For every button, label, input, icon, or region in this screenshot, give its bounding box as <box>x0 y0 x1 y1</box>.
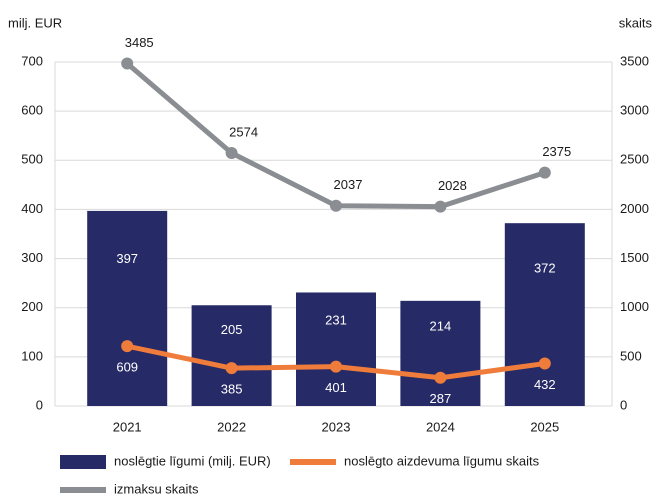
x-tick-label: 2024 <box>426 419 455 434</box>
x-tick-label: 2022 <box>217 419 246 434</box>
line-value-label: 287 <box>430 391 452 406</box>
y2-tick-label: 1500 <box>620 250 649 265</box>
y2-axis-label: skaits <box>619 15 653 30</box>
y-tick-label: 0 <box>36 397 43 412</box>
y2-tick-label: 500 <box>620 348 642 363</box>
y-tick-label: 700 <box>21 53 43 68</box>
line-point <box>434 200 447 213</box>
bar <box>296 292 376 406</box>
x-tick-label: 2025 <box>530 419 559 434</box>
line-point <box>330 199 342 212</box>
line-point <box>121 57 134 70</box>
bar-value-label: 205 <box>221 322 243 337</box>
bar <box>504 223 585 406</box>
bar-value-label: 214 <box>430 319 452 334</box>
bar-value-label: 397 <box>116 251 138 266</box>
line-point <box>121 340 134 353</box>
line-value-label: 385 <box>221 382 243 397</box>
line-point <box>538 166 551 179</box>
line-value-label: 2037 <box>334 177 363 192</box>
line-value-label: 401 <box>325 380 347 395</box>
y2-tick-label: 3000 <box>620 103 649 118</box>
bar-value-label: 372 <box>534 260 556 275</box>
y2-tick-label: 2000 <box>620 201 649 216</box>
y-axis-label: milj. EUR <box>8 15 62 30</box>
line-value-label: 2028 <box>438 178 467 193</box>
x-tick-label: 2023 <box>322 419 351 434</box>
line-point <box>225 147 238 160</box>
y-tick-label: 400 <box>21 201 43 216</box>
y-tick-label: 600 <box>21 103 43 118</box>
bar <box>87 210 168 406</box>
legend-label: noslēgtie līgumi (milj. EUR) <box>114 453 271 468</box>
y2-tick-label: 3500 <box>620 53 649 68</box>
legend-swatch <box>60 455 106 469</box>
legend-label: izmaksu skaits <box>114 481 199 496</box>
bar <box>191 305 272 406</box>
y-tick-label: 500 <box>21 152 43 167</box>
y2-tick-label: 2500 <box>620 152 649 167</box>
line-value-label: 609 <box>116 360 138 375</box>
y-tick-label: 200 <box>21 299 43 314</box>
y2-tick-label: 0 <box>620 397 627 412</box>
legend-label: noslēgto aizdevuma līgumu skaits <box>344 453 540 468</box>
line-point <box>434 371 447 384</box>
line-point <box>225 362 238 375</box>
y-tick-label: 300 <box>21 250 43 265</box>
bar <box>400 300 481 406</box>
y2-tick-label: 1000 <box>620 299 649 314</box>
line-point <box>330 360 342 373</box>
line-value-label: 2375 <box>542 144 571 159</box>
y-tick-label: 100 <box>21 348 43 363</box>
line-value-label: 432 <box>534 377 556 392</box>
line-value-label: 3485 <box>125 35 154 50</box>
x-tick-label: 2021 <box>113 419 142 434</box>
line-value-label: 2574 <box>229 124 258 139</box>
bar-value-label: 231 <box>325 312 347 327</box>
line-point <box>538 357 551 370</box>
